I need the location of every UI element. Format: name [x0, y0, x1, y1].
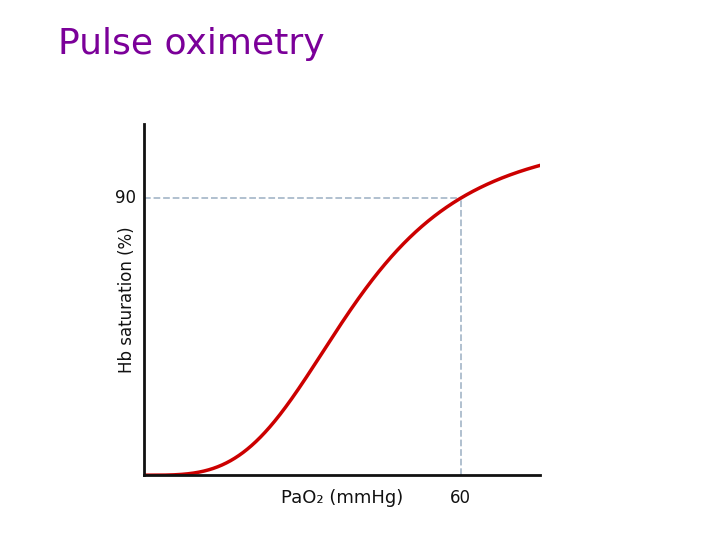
Text: Pulse oximetry: Pulse oximetry: [58, 27, 324, 61]
X-axis label: PaO₂ (mmHg): PaO₂ (mmHg): [281, 489, 403, 507]
Text: 90: 90: [115, 189, 136, 207]
Text: 60: 60: [450, 489, 472, 507]
Y-axis label: Hb saturation (%): Hb saturation (%): [117, 226, 135, 373]
